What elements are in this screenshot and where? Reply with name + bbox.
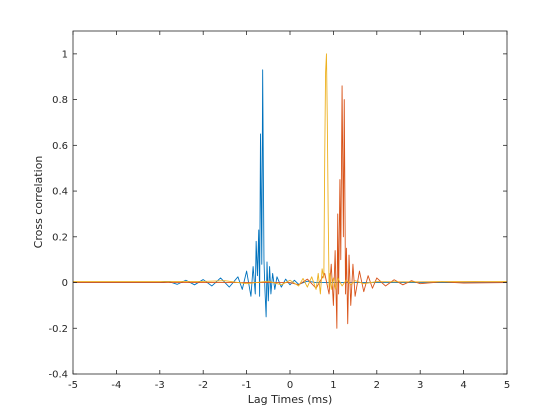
y-axis-label: Cross correlation	[32, 156, 45, 249]
y-tick-label: 0	[62, 278, 68, 289]
y-tick-label: -0.4	[48, 370, 68, 381]
plot-background	[73, 31, 507, 374]
x-tick-label: 4	[460, 380, 466, 391]
x-tick-label: -5	[68, 380, 78, 391]
y-tick-label: -0.2	[48, 324, 68, 335]
x-axis-label: Lag Times (ms)	[248, 393, 333, 406]
x-tick-label: -1	[242, 380, 252, 391]
x-tick-label: 1	[330, 380, 336, 391]
series-line-3	[73, 53, 507, 295]
y-tick-label: 0.4	[52, 187, 68, 198]
x-tick-label: 2	[374, 380, 380, 391]
x-tick-label: 3	[417, 380, 423, 391]
x-tick-label: -4	[111, 380, 121, 391]
x-tick-label: 0	[287, 380, 293, 391]
x-tick-label: -2	[198, 380, 208, 391]
y-tick-label: 0.6	[52, 141, 68, 152]
x-tick-label: 5	[504, 380, 510, 391]
y-tick-label: 0.8	[52, 95, 68, 106]
series-line-2	[73, 85, 508, 329]
y-tick-label: 1	[62, 49, 68, 60]
x-tick-label: -3	[155, 380, 165, 391]
x-axis: -5 -4 -3 -2 -1 0 1 2 3 4 5	[68, 31, 510, 391]
y-tick-label: 0.2	[52, 232, 68, 243]
y-axis: -0.4 -0.2 0 0.2 0.4 0.6 0.8 1	[48, 49, 507, 381]
series-layer	[73, 53, 508, 329]
